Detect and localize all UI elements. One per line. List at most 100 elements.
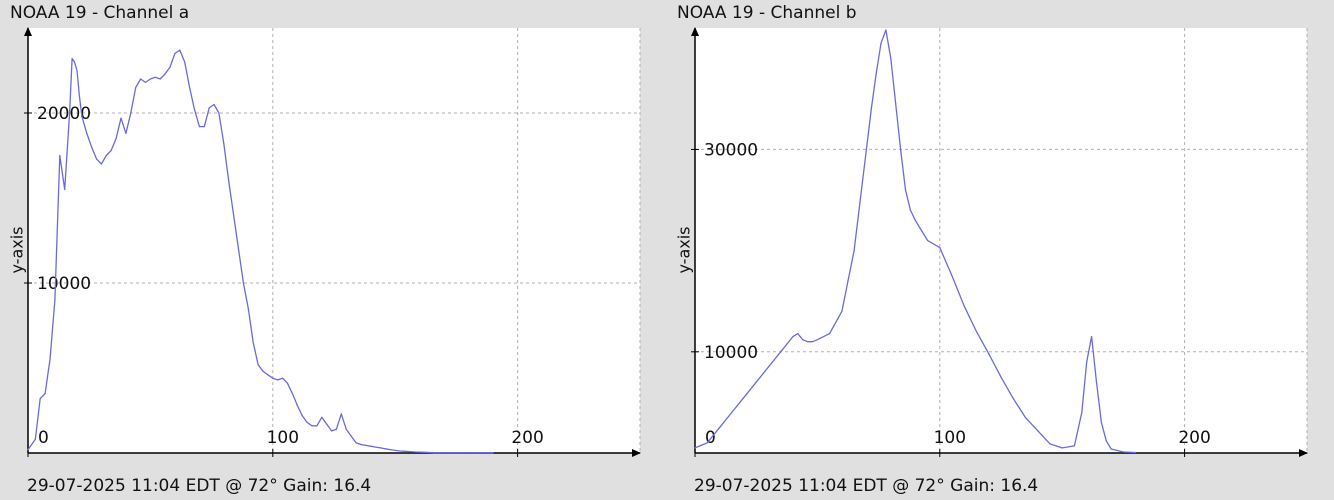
y-axis-arrow <box>691 27 699 36</box>
data-point <box>492 452 494 454</box>
data-point <box>110 149 112 151</box>
data-point <box>870 108 872 110</box>
data-point <box>44 392 46 395</box>
data-point <box>64 188 66 191</box>
data-point <box>267 374 269 376</box>
data-point <box>433 452 435 454</box>
data-point <box>54 299 56 301</box>
data-point <box>316 425 318 427</box>
data-point <box>694 447 696 449</box>
data-point <box>59 154 61 157</box>
data-point <box>208 107 210 109</box>
data-point <box>350 435 352 437</box>
data-point <box>76 69 78 72</box>
data-point <box>1090 336 1093 338</box>
data-point <box>360 443 362 446</box>
data-point <box>27 449 29 451</box>
data-point <box>880 42 882 44</box>
x-tick-label: 200 <box>1178 428 1210 448</box>
data-point <box>125 132 127 134</box>
data-point <box>482 452 484 454</box>
data-point <box>1135 451 1137 454</box>
y-tick-label: 10000 <box>704 343 758 363</box>
y-tick-label: 30000 <box>704 140 758 160</box>
data-point <box>1049 443 1051 445</box>
data-point <box>71 58 73 60</box>
data-point <box>428 451 431 454</box>
data-point <box>252 341 254 344</box>
y-tick-label: 20000 <box>37 104 91 124</box>
data-point <box>100 163 103 165</box>
data-point <box>841 310 843 312</box>
data-point <box>890 57 892 59</box>
data-point <box>164 73 166 75</box>
data-point <box>179 49 181 51</box>
data-point <box>816 339 818 341</box>
data-point <box>706 442 708 444</box>
data-point <box>743 396 745 398</box>
x-tick-label: 0 <box>38 428 49 448</box>
data-point <box>330 430 333 432</box>
data-point <box>409 451 411 453</box>
chart-plot-a: 0 100 200 10000 20000 <box>24 27 641 457</box>
data-point <box>939 246 941 249</box>
data-point <box>419 451 421 453</box>
data-point <box>468 452 470 454</box>
data-point <box>311 425 313 427</box>
data-point <box>149 78 151 80</box>
x-axis-arrow <box>632 449 641 457</box>
data-point <box>130 112 132 114</box>
data-point <box>895 103 897 105</box>
data-point <box>277 379 279 381</box>
data-point <box>389 449 391 451</box>
data-point <box>174 52 176 55</box>
data-point <box>951 275 953 277</box>
data-point <box>213 103 215 106</box>
data-point <box>904 189 907 191</box>
data-point <box>1073 445 1076 447</box>
data-point <box>755 381 757 383</box>
x-axis-arrow <box>1299 449 1308 457</box>
data-point <box>95 158 98 160</box>
data-point <box>463 452 465 454</box>
data-point <box>281 377 284 379</box>
data-point <box>140 78 142 80</box>
data-point <box>792 336 794 338</box>
data-point <box>144 81 147 83</box>
data-point <box>885 29 887 31</box>
data-point <box>223 143 225 145</box>
x-tick-label: 100 <box>934 428 966 448</box>
data-point <box>218 112 220 114</box>
data-point <box>296 404 298 406</box>
data-point <box>797 332 799 335</box>
data-point <box>1000 376 1002 378</box>
data-point <box>34 438 36 440</box>
data-point <box>345 428 347 430</box>
data-point <box>73 61 76 63</box>
data-point <box>247 307 249 310</box>
data-point <box>1095 381 1098 383</box>
data-point <box>909 209 912 211</box>
data-point <box>472 452 475 454</box>
data-point <box>394 449 396 452</box>
data-point <box>169 66 171 68</box>
data-point <box>802 339 804 341</box>
data-point <box>335 428 338 430</box>
data-point <box>375 446 377 448</box>
data-point <box>159 78 161 80</box>
data-point <box>963 305 965 307</box>
data-point <box>1037 430 1039 432</box>
data-point <box>193 109 196 111</box>
data-point <box>262 370 264 372</box>
data-point <box>81 115 83 117</box>
data-point <box>115 137 117 140</box>
data-point <box>718 427 721 429</box>
data-point <box>487 452 489 454</box>
data-point <box>355 442 357 444</box>
data-point <box>780 351 782 353</box>
data-point <box>811 341 814 343</box>
series-line <box>27 49 494 454</box>
data-point <box>399 450 401 452</box>
data-point <box>453 452 455 454</box>
